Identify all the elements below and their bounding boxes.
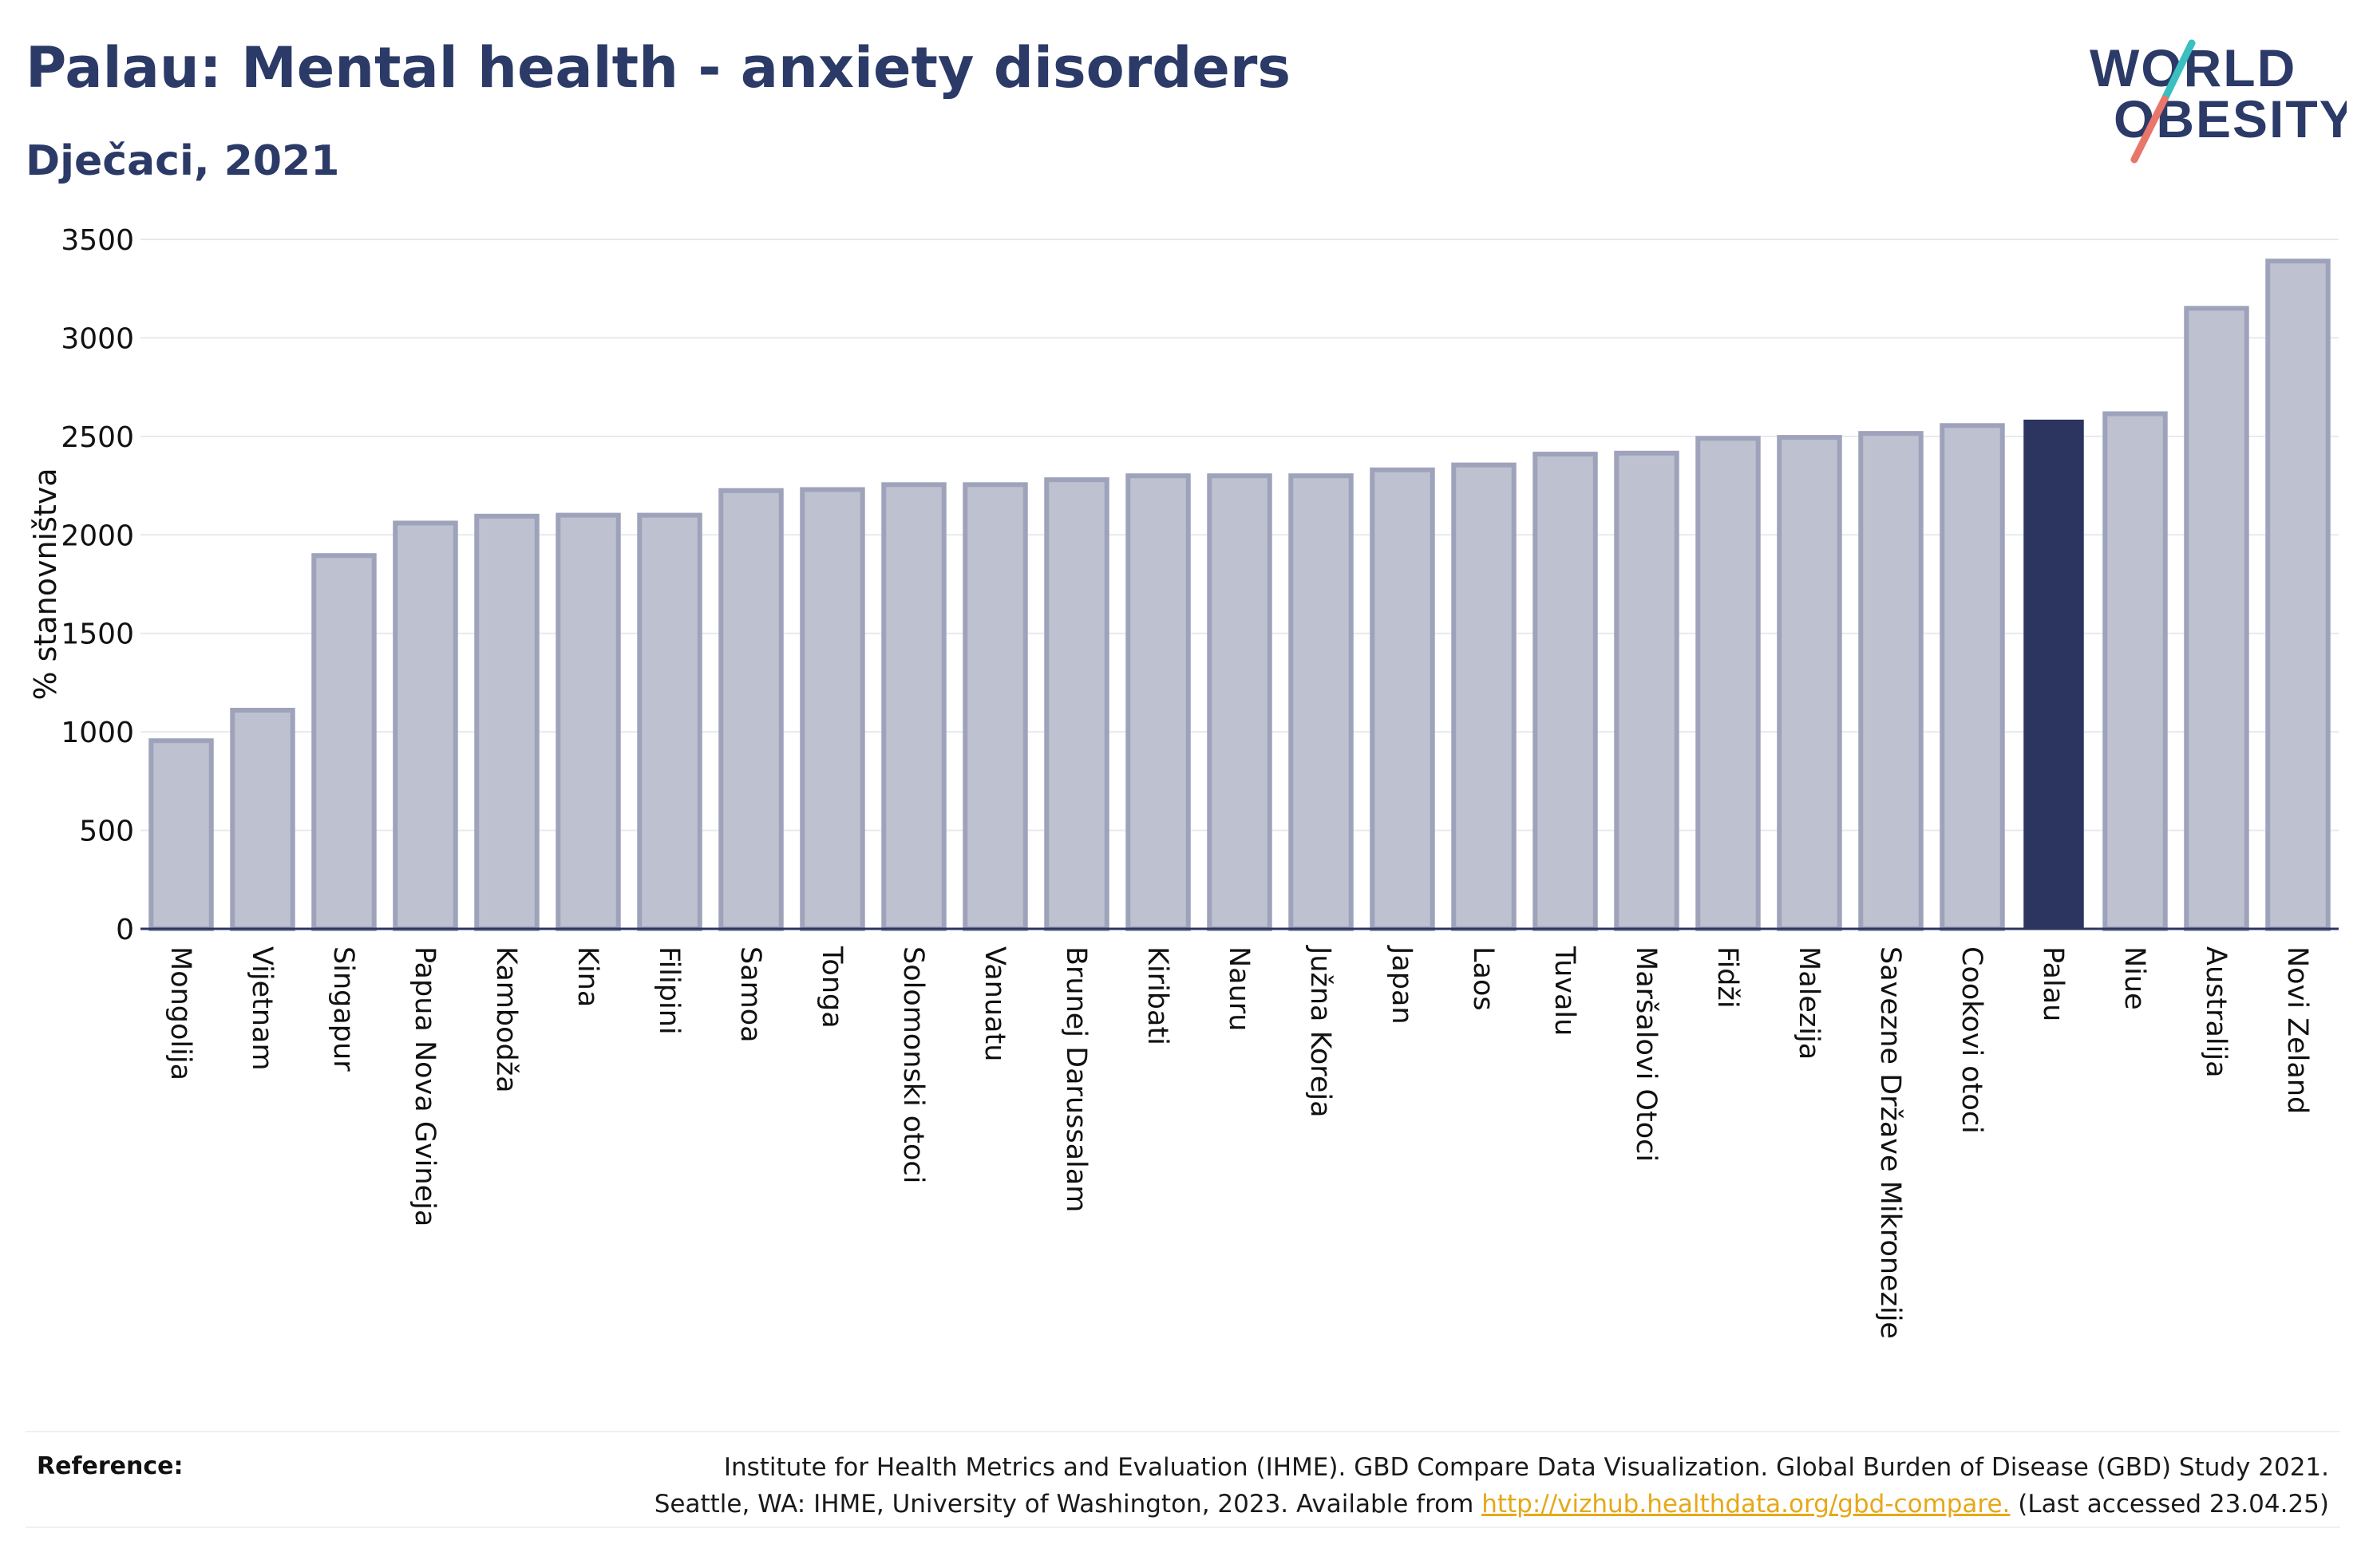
y-axis-ticks: 0 500 1000 1500 2000 2500 3000 3500 <box>61 224 134 946</box>
x-tick-label: Japan <box>1386 945 1418 1025</box>
x-tick-label: Singapur <box>327 946 359 1072</box>
bar[interactable] <box>148 738 214 931</box>
x-tick-label: Vijetnam <box>246 946 278 1071</box>
world-obesity-logo: WORLD OBESITY <box>2090 38 2347 164</box>
bar[interactable] <box>2184 306 2249 931</box>
bar[interactable] <box>1370 467 1435 931</box>
reference-link[interactable]: http://vizhub.healthdata.org/gbd-compare… <box>1481 1490 2011 1519</box>
x-tick-label: Filipini <box>653 946 685 1035</box>
bar[interactable] <box>1695 436 1761 931</box>
x-tick-label: Brunej Darussalam <box>1060 946 1092 1212</box>
x-tick-label: Kina <box>571 946 603 1007</box>
bar[interactable] <box>1451 462 1517 931</box>
bar[interactable] <box>1614 450 1679 931</box>
bar[interactable] <box>1858 431 1924 931</box>
x-tick-label: Tonga <box>816 946 848 1029</box>
reference-line2-suffix: (Last accessed 23.04.25) <box>2010 1490 2329 1519</box>
logo-slash-teal <box>2161 39 2196 103</box>
x-tick-label: Solomonski otoci <box>897 946 929 1183</box>
y-tick-label: 1000 <box>61 717 134 749</box>
x-tick-label: Nauru <box>1223 946 1255 1031</box>
y-tick-label: 3000 <box>61 322 134 355</box>
bar[interactable] <box>2102 411 2168 931</box>
bar[interactable] <box>474 513 540 931</box>
bar[interactable] <box>800 487 865 931</box>
x-tick-label: Savezne Države Mikronezije <box>1874 946 1906 1339</box>
bar[interactable] <box>637 512 702 931</box>
bar[interactable] <box>393 520 458 932</box>
x-tick-label: Palau <box>2037 946 2069 1021</box>
y-tick-label: 2000 <box>61 519 134 552</box>
bar[interactable] <box>1044 477 1109 931</box>
x-tick-label: Malezija <box>1793 946 1825 1060</box>
x-tick-label: Vanuatu <box>979 946 1010 1061</box>
bar-highlight[interactable] <box>2023 419 2084 929</box>
chart-subtitle: Dječaci, 2021 <box>26 137 340 185</box>
y-tick-label: 3500 <box>61 224 134 257</box>
x-tick-label: Fidži <box>1711 946 1743 1009</box>
x-tick-label: Samoa <box>734 946 766 1043</box>
bar[interactable] <box>1940 423 2005 931</box>
x-tick-label: Australija <box>2200 946 2232 1078</box>
x-tick-label: Maršalovi Otoci <box>1630 946 1662 1162</box>
y-tick-label: 2500 <box>61 421 134 454</box>
x-tick-label: Niue <box>2118 946 2150 1010</box>
bar[interactable] <box>1777 435 1842 931</box>
x-tick-label: Cookovi otoci <box>1956 946 1987 1134</box>
bar[interactable] <box>881 482 947 931</box>
bar[interactable] <box>2265 259 2331 931</box>
reference-divider-bottom <box>26 1527 2340 1528</box>
bar[interactable] <box>311 553 377 931</box>
bar[interactable] <box>556 512 621 931</box>
chart-title: Palau: Mental health - anxiety disorders <box>26 35 1291 101</box>
bar[interactable] <box>718 488 784 931</box>
x-axis-labels: Mongolija Vijetnam Singapur Papua Nova Gvin… <box>164 945 2313 1339</box>
bar[interactable] <box>963 482 1028 931</box>
bar[interactable] <box>230 707 295 931</box>
x-tick-label: Kiribati <box>1141 946 1173 1045</box>
x-tick-label: Tuvalu <box>1548 946 1580 1036</box>
reference-line1: Institute for Health Metrics and Evaluat… <box>723 1453 2329 1482</box>
bar[interactable] <box>1125 473 1191 931</box>
x-tick-label: Kambodža <box>490 946 522 1093</box>
y-tick-label: 0 <box>116 914 134 946</box>
x-tick-label: Laos <box>1467 946 1499 1011</box>
bar[interactable] <box>1207 473 1272 931</box>
y-tick-label: 500 <box>79 816 134 848</box>
x-tick-label: Južna Koreja <box>1304 945 1336 1118</box>
x-tick-label: Novi Zeland <box>2281 946 2313 1114</box>
bar[interactable] <box>1532 452 1598 931</box>
reference-line2: Seattle, WA: IHME, University of Washing… <box>655 1486 2329 1523</box>
y-tick-label: 1500 <box>61 618 134 651</box>
logo-slash-coral <box>2130 95 2169 164</box>
reference-text: Institute for Health Metrics and Evaluat… <box>655 1449 2329 1523</box>
reference-line2-prefix: Seattle, WA: IHME, University of Washing… <box>654 1490 1482 1519</box>
x-tick-label: Papua Nova Gvineja <box>409 946 441 1226</box>
y-axis-title: % stanovništva <box>28 468 63 700</box>
reference-divider-top <box>26 1431 2340 1432</box>
x-tick-label: Mongolija <box>164 946 196 1080</box>
bars <box>148 259 2331 932</box>
reference-label: Reference: <box>37 1452 184 1480</box>
bar[interactable] <box>1288 473 1354 931</box>
